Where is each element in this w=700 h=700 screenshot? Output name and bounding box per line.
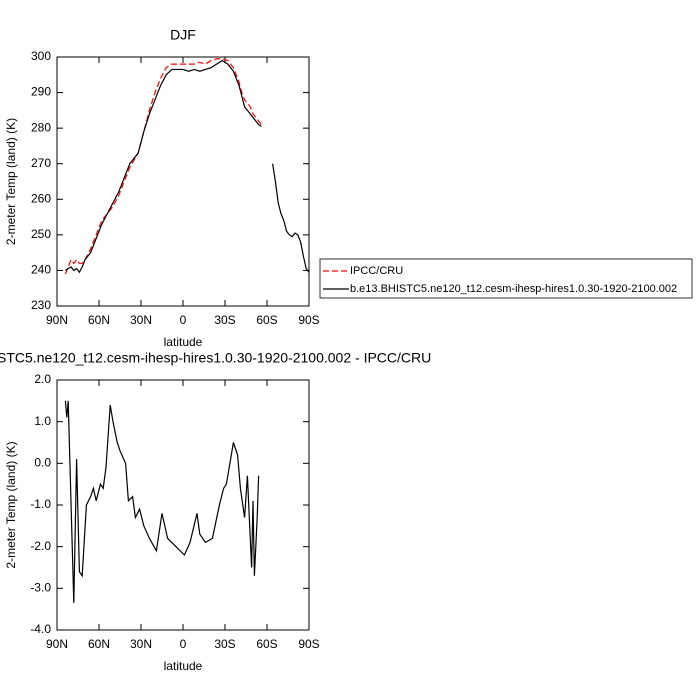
x-tick-label: 0 (180, 313, 187, 327)
x-tick-label: 90S (298, 313, 319, 327)
x-tick-label: 60S (256, 313, 277, 327)
chart-title: DJF (170, 27, 196, 43)
y-tick-label: 250 (31, 227, 51, 241)
chart-title: b.e13.BHISTC5.ne120_t12.cesm-ihesp-hires… (0, 350, 431, 366)
x-tick-label: 30S (214, 313, 235, 327)
y-tick-label: 0.0 (34, 456, 51, 470)
x-axis-label: latitude (164, 335, 203, 349)
y-tick-label: 270 (31, 156, 51, 170)
x-tick-label: 90N (46, 637, 68, 651)
x-tick-label: 60N (88, 313, 110, 327)
x-tick-label: 60N (88, 637, 110, 651)
y-tick-label: 2.0 (34, 372, 51, 386)
y-tick-label: -4.0 (30, 622, 51, 636)
x-tick-label: 30N (130, 313, 152, 327)
y-tick-label: 280 (31, 120, 51, 134)
y-axis-label: 2-meter Temp (land) (K) (4, 441, 18, 568)
legend-label: IPCC/CRU (350, 265, 403, 277)
data-line (65, 59, 310, 274)
y-axis-label: 2-meter Temp (land) (K) (4, 118, 18, 245)
x-tick-label: 90S (298, 637, 319, 651)
y-tick-label: -1.0 (30, 497, 51, 511)
x-tick-label: 30S (214, 637, 235, 651)
x-axis-label: latitude (164, 659, 203, 673)
legend-label: b.e13.BHISTC5.ne120_t12.cesm-ihesp-hires… (350, 283, 677, 295)
data-line (64, 400, 260, 603)
legend-box (319, 258, 693, 299)
x-tick-label: 30N (130, 637, 152, 651)
y-tick-label: 230 (31, 298, 51, 312)
y-tick-label: 260 (31, 191, 51, 205)
plot-frame (56, 379, 310, 631)
y-tick-label: 300 (31, 49, 51, 63)
plot-frame (56, 56, 310, 307)
y-tick-label: 290 (31, 85, 51, 99)
y-tick-label: 1.0 (34, 414, 51, 428)
x-tick-label: 0 (180, 637, 187, 651)
y-tick-label: 240 (31, 263, 51, 277)
y-tick-label: -2.0 (30, 539, 51, 553)
y-tick-label: -3.0 (30, 581, 51, 595)
x-tick-label: 60S (256, 637, 277, 651)
x-tick-label: 90N (46, 313, 68, 327)
